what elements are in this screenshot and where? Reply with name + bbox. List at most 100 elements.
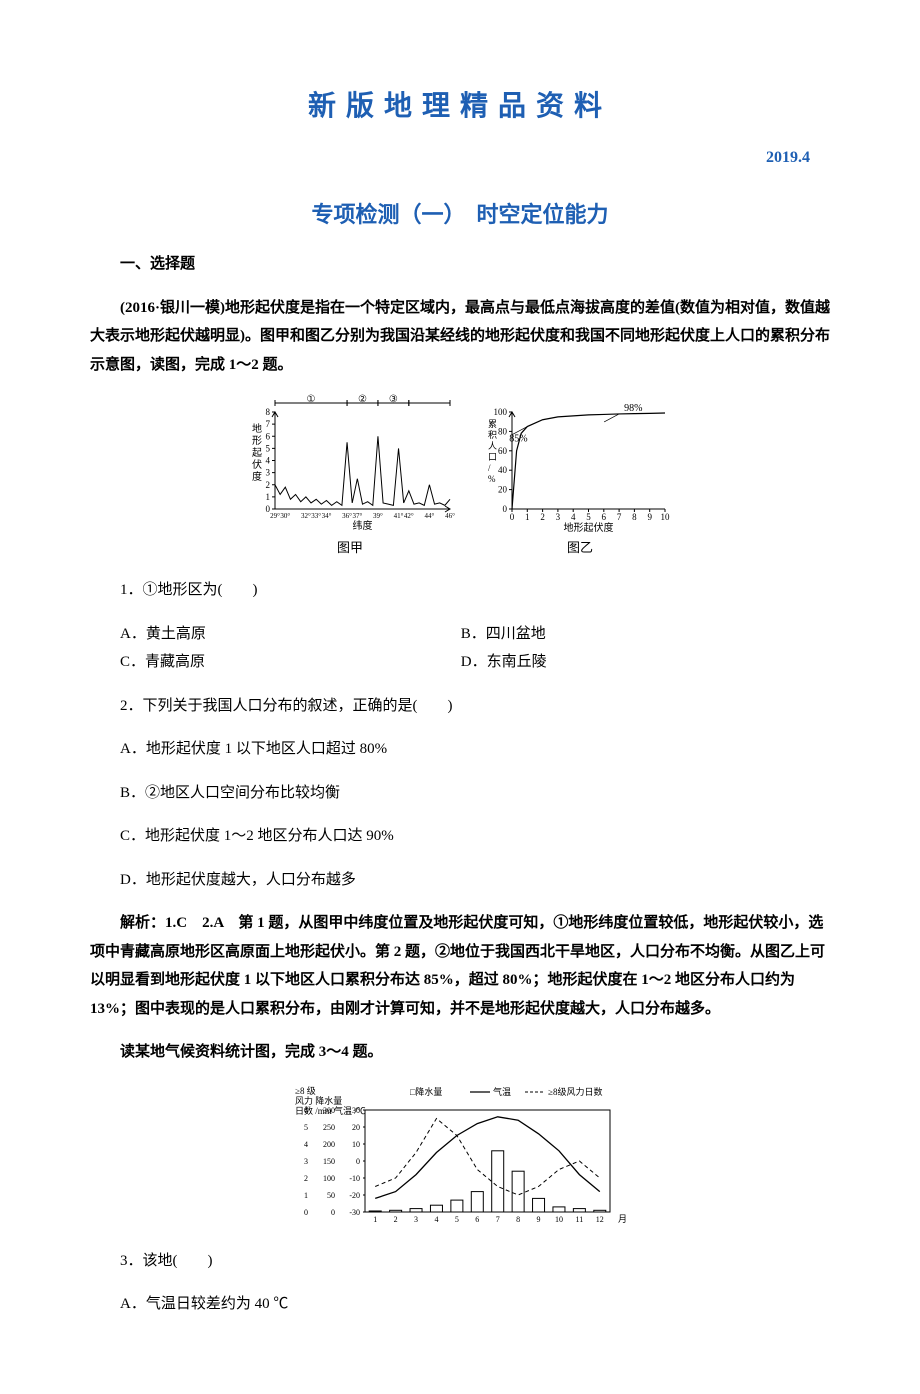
main-title: 新版地理精品资料 — [90, 80, 830, 133]
svg-text:积: 积 — [488, 429, 497, 440]
svg-text:-10: -10 — [349, 1174, 360, 1183]
svg-text:6: 6 — [602, 512, 607, 522]
section-head-1: 一、选择题 — [90, 250, 830, 279]
svg-text:12: 12 — [596, 1215, 604, 1224]
svg-text:8: 8 — [516, 1215, 520, 1224]
svg-text:100: 100 — [323, 1174, 335, 1183]
svg-text:地形起伏度: 地形起伏度 — [564, 521, 614, 534]
svg-text:150: 150 — [323, 1157, 335, 1166]
svg-text:1: 1 — [266, 492, 271, 502]
chart-jia-box: 01234567829°30°32°33°34°36°37°39°41°42°4… — [240, 394, 460, 561]
svg-text:4: 4 — [304, 1140, 308, 1149]
svg-text:44°: 44° — [425, 512, 435, 520]
svg-text:①: ① — [307, 394, 316, 405]
svg-text:11: 11 — [576, 1215, 584, 1224]
svg-text:7: 7 — [496, 1215, 500, 1224]
svg-text:3: 3 — [556, 512, 561, 522]
chart-yi: 020406080100012345678910累积人口/%地形起伏度98%85… — [480, 394, 680, 534]
svg-text:人: 人 — [488, 441, 497, 451]
svg-text:风力 降水量: 风力 降水量 — [295, 1095, 342, 1106]
svg-text:10: 10 — [661, 512, 671, 522]
chart-row-1: 01234567829°30°32°33°34°36°37°39°41°42°4… — [90, 394, 830, 561]
q1-stem: 1．①地形区为( ) — [90, 576, 830, 605]
svg-text:6: 6 — [266, 432, 271, 442]
chart-row-2: □降水量气温≥8级风力日数≥8 级风力 降水量日数 /mm 气温 /℃01234… — [90, 1082, 830, 1232]
svg-text:形: 形 — [252, 435, 262, 447]
svg-text:10: 10 — [555, 1215, 563, 1224]
svg-text:0: 0 — [356, 1157, 360, 1166]
svg-text:%: % — [488, 474, 496, 484]
q2-opt-c: C．地形起伏度 1～2 地区分布人口达 90% — [90, 822, 830, 851]
svg-text:0: 0 — [503, 504, 508, 514]
svg-text:-30: -30 — [349, 1208, 360, 1217]
answer-1-2: 解析：1.C 2.A 第 1 题，从图甲中纬度位置及地形起伏度可知，①地形纬度位… — [90, 909, 830, 1023]
q3-stem: 3．该地( ) — [90, 1247, 830, 1276]
svg-text:3: 3 — [414, 1215, 418, 1224]
svg-text:8: 8 — [632, 512, 637, 522]
q1-opt-d: D．东南丘陵 — [461, 648, 802, 677]
svg-text:36°: 36° — [342, 512, 352, 520]
svg-text:46°: 46° — [445, 512, 455, 520]
q2-stem: 2．下列关于我国人口分布的叙述，正确的是( ) — [90, 692, 830, 721]
svg-text:20: 20 — [498, 485, 508, 495]
svg-text:300: 300 — [323, 1106, 335, 1115]
q1-opt-a: A．黄土高原 — [120, 620, 461, 649]
svg-text:200: 200 — [323, 1140, 335, 1149]
svg-text:9: 9 — [537, 1215, 541, 1224]
svg-text:50: 50 — [327, 1191, 335, 1200]
q1-options-row1: A．黄土高原 B．四川盆地 — [120, 620, 830, 649]
svg-text:39°: 39° — [373, 512, 383, 520]
svg-text:34°: 34° — [322, 512, 332, 520]
svg-text:纬度: 纬度 — [353, 519, 373, 532]
svg-text:累: 累 — [488, 419, 497, 429]
svg-text:1: 1 — [373, 1215, 377, 1224]
svg-text:10: 10 — [352, 1140, 360, 1149]
svg-text:40: 40 — [498, 466, 508, 476]
svg-text:5: 5 — [304, 1123, 308, 1132]
svg-text:41°: 41° — [394, 512, 404, 520]
svg-text:3: 3 — [304, 1157, 308, 1166]
chart-jia-caption: 图甲 — [337, 536, 363, 561]
svg-text:0: 0 — [304, 1208, 308, 1217]
svg-text:80: 80 — [498, 427, 508, 437]
svg-text:42°: 42° — [404, 512, 414, 520]
svg-text:4: 4 — [266, 456, 271, 466]
svg-text:30°: 30° — [280, 512, 290, 520]
date: 2019.4 — [90, 143, 830, 173]
svg-text:4: 4 — [571, 512, 576, 522]
q1-opt-b: B．四川盆地 — [461, 620, 802, 649]
svg-text:60: 60 — [498, 446, 508, 456]
svg-text:≥8 级: ≥8 级 — [295, 1085, 316, 1096]
chart-yi-caption: 图乙 — [567, 536, 593, 561]
svg-text:250: 250 — [323, 1123, 335, 1132]
q1-options-row2: C．青藏高原 D．东南丘陵 — [120, 648, 830, 677]
svg-text:-20: -20 — [349, 1191, 360, 1200]
svg-text:4: 4 — [434, 1215, 438, 1224]
svg-text:5: 5 — [586, 512, 591, 522]
svg-text:9: 9 — [647, 512, 652, 522]
svg-text:起: 起 — [252, 447, 262, 459]
svg-text:伏: 伏 — [252, 458, 262, 471]
svg-text:98%: 98% — [624, 403, 642, 414]
svg-text:8: 8 — [266, 407, 271, 417]
chart-climate-box: □降水量气温≥8级风力日数≥8 级风力 降水量日数 /mm 气温 /℃01234… — [290, 1082, 630, 1232]
svg-text:③: ③ — [389, 394, 398, 405]
svg-text:2: 2 — [266, 480, 271, 490]
svg-text:2: 2 — [394, 1215, 398, 1224]
subtitle: 专项检测（一） 时空定位能力 — [90, 194, 830, 236]
svg-text:2: 2 — [540, 512, 545, 522]
svg-text:气温: 气温 — [493, 1086, 511, 1097]
svg-text:20: 20 — [352, 1123, 360, 1132]
svg-text:口: 口 — [488, 452, 497, 462]
svg-text:②: ② — [358, 394, 367, 405]
svg-text:33°: 33° — [311, 512, 321, 520]
q2-opt-b: B．②地区人口空间分布比较均衡 — [90, 779, 830, 808]
svg-text:30: 30 — [352, 1106, 360, 1115]
chart-jia: 01234567829°30°32°33°34°36°37°39°41°42°4… — [240, 394, 460, 534]
svg-text:月: 月 — [618, 1214, 627, 1224]
intro-paragraph: (2016·银川一模)地形起伏度是指在一个特定区域内，最高点与最低点海拔高度的差… — [90, 294, 830, 380]
svg-text:0: 0 — [331, 1208, 335, 1217]
svg-text:7: 7 — [266, 420, 271, 430]
q3-opt-a: A．气温日较差约为 40 ℃ — [90, 1290, 830, 1319]
svg-text:地: 地 — [252, 422, 262, 435]
